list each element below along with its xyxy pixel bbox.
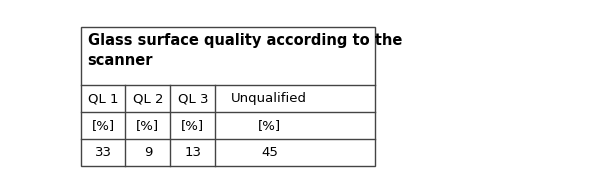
Text: [%]: [%] — [258, 119, 281, 132]
Text: 9: 9 — [144, 146, 152, 159]
Text: Unqualified: Unqualified — [232, 92, 307, 105]
Bar — [80, 27, 375, 166]
Text: QL 1: QL 1 — [88, 92, 118, 105]
Text: 33: 33 — [95, 146, 112, 159]
Text: [%]: [%] — [91, 119, 115, 132]
Text: QL 3: QL 3 — [178, 92, 208, 105]
Text: 13: 13 — [184, 146, 201, 159]
Text: QL 2: QL 2 — [133, 92, 163, 105]
Text: [%]: [%] — [181, 119, 205, 132]
Text: 45: 45 — [261, 146, 278, 159]
Text: [%]: [%] — [136, 119, 160, 132]
Text: Glass surface quality according to the
scanner: Glass surface quality according to the s… — [88, 33, 402, 68]
